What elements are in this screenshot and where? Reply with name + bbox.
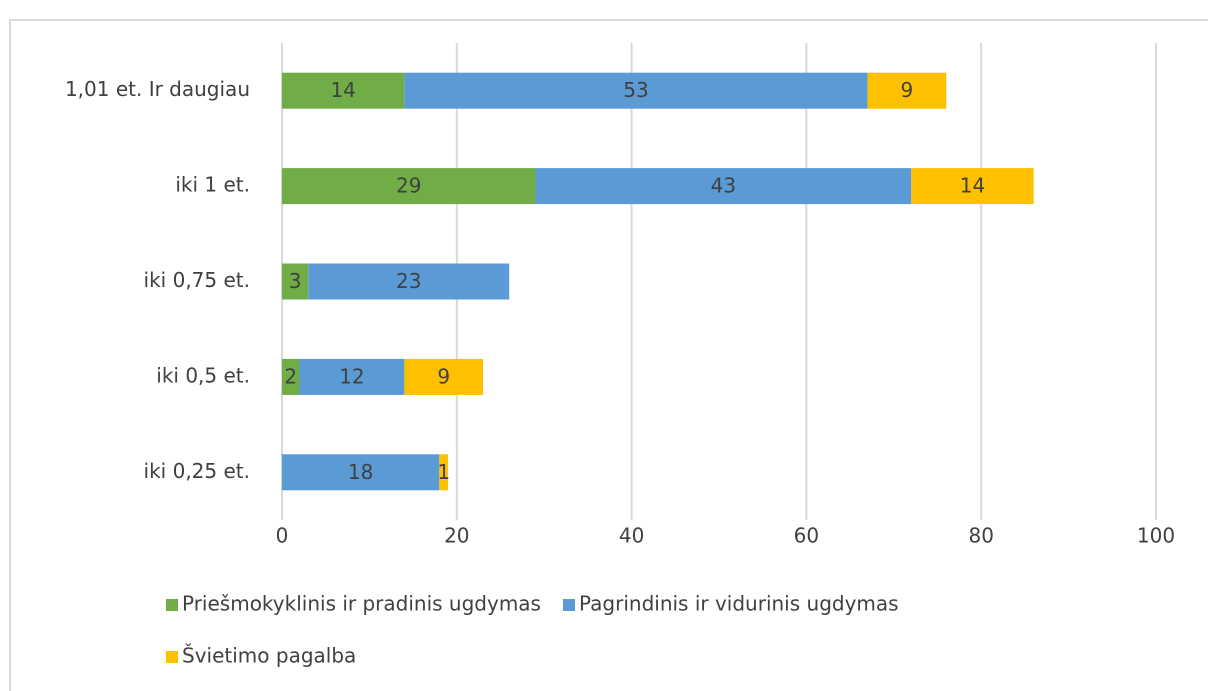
data-label: 9 [437, 364, 450, 388]
data-label: 3 [289, 269, 302, 293]
x-tick-label: 20 [444, 524, 469, 548]
bar-segment [404, 358, 484, 395]
bar-segment [867, 72, 947, 109]
data-label: 2 [284, 364, 297, 388]
data-label: 9 [901, 78, 914, 102]
bar-segment [535, 168, 912, 205]
legend-label: Švietimo pagalba [182, 644, 356, 668]
chart-border [9, 19, 1208, 691]
legend-label: Pagrindinis ir vidurinis ugdymas [579, 592, 899, 616]
bar-segment [404, 72, 868, 109]
data-label: 53 [623, 78, 648, 102]
x-tick-label: 100 [1137, 524, 1175, 548]
x-tick-label: 40 [619, 524, 644, 548]
legend-swatch [563, 599, 575, 611]
legend-swatch [166, 599, 178, 611]
bar-segment [282, 168, 536, 205]
data-label: 14 [960, 174, 985, 198]
legend-swatch [166, 651, 178, 663]
y-tick-label: 1,01 et. Ir daugiau [65, 77, 250, 101]
bar-segment [308, 263, 510, 300]
bar-segment [439, 454, 449, 491]
y-tick-label: iki 0,25 et. [144, 459, 250, 483]
bar-segment [282, 72, 405, 109]
data-label: 1 [437, 460, 450, 484]
y-tick-label: iki 1 et. [175, 173, 250, 197]
data-label: 23 [396, 269, 421, 293]
data-label: 43 [711, 174, 736, 198]
bar-segment [282, 263, 309, 300]
data-label: 12 [339, 364, 364, 388]
data-label: 18 [348, 460, 373, 484]
y-tick-label: iki 0,75 et. [144, 268, 250, 292]
y-tick-label: iki 0,5 et. [156, 363, 250, 387]
data-label: 14 [330, 78, 355, 102]
x-tick-label: 80 [968, 524, 993, 548]
legend-label: Priešmokyklinis ir pradinis ugdymas [182, 592, 541, 616]
x-tick-label: 0 [276, 524, 289, 548]
bar-segment [911, 168, 1034, 205]
x-tick-label: 60 [794, 524, 819, 548]
bar-segment [282, 358, 300, 395]
bar-segment [282, 454, 440, 491]
data-label: 29 [396, 174, 421, 198]
bar-segment [299, 358, 405, 395]
